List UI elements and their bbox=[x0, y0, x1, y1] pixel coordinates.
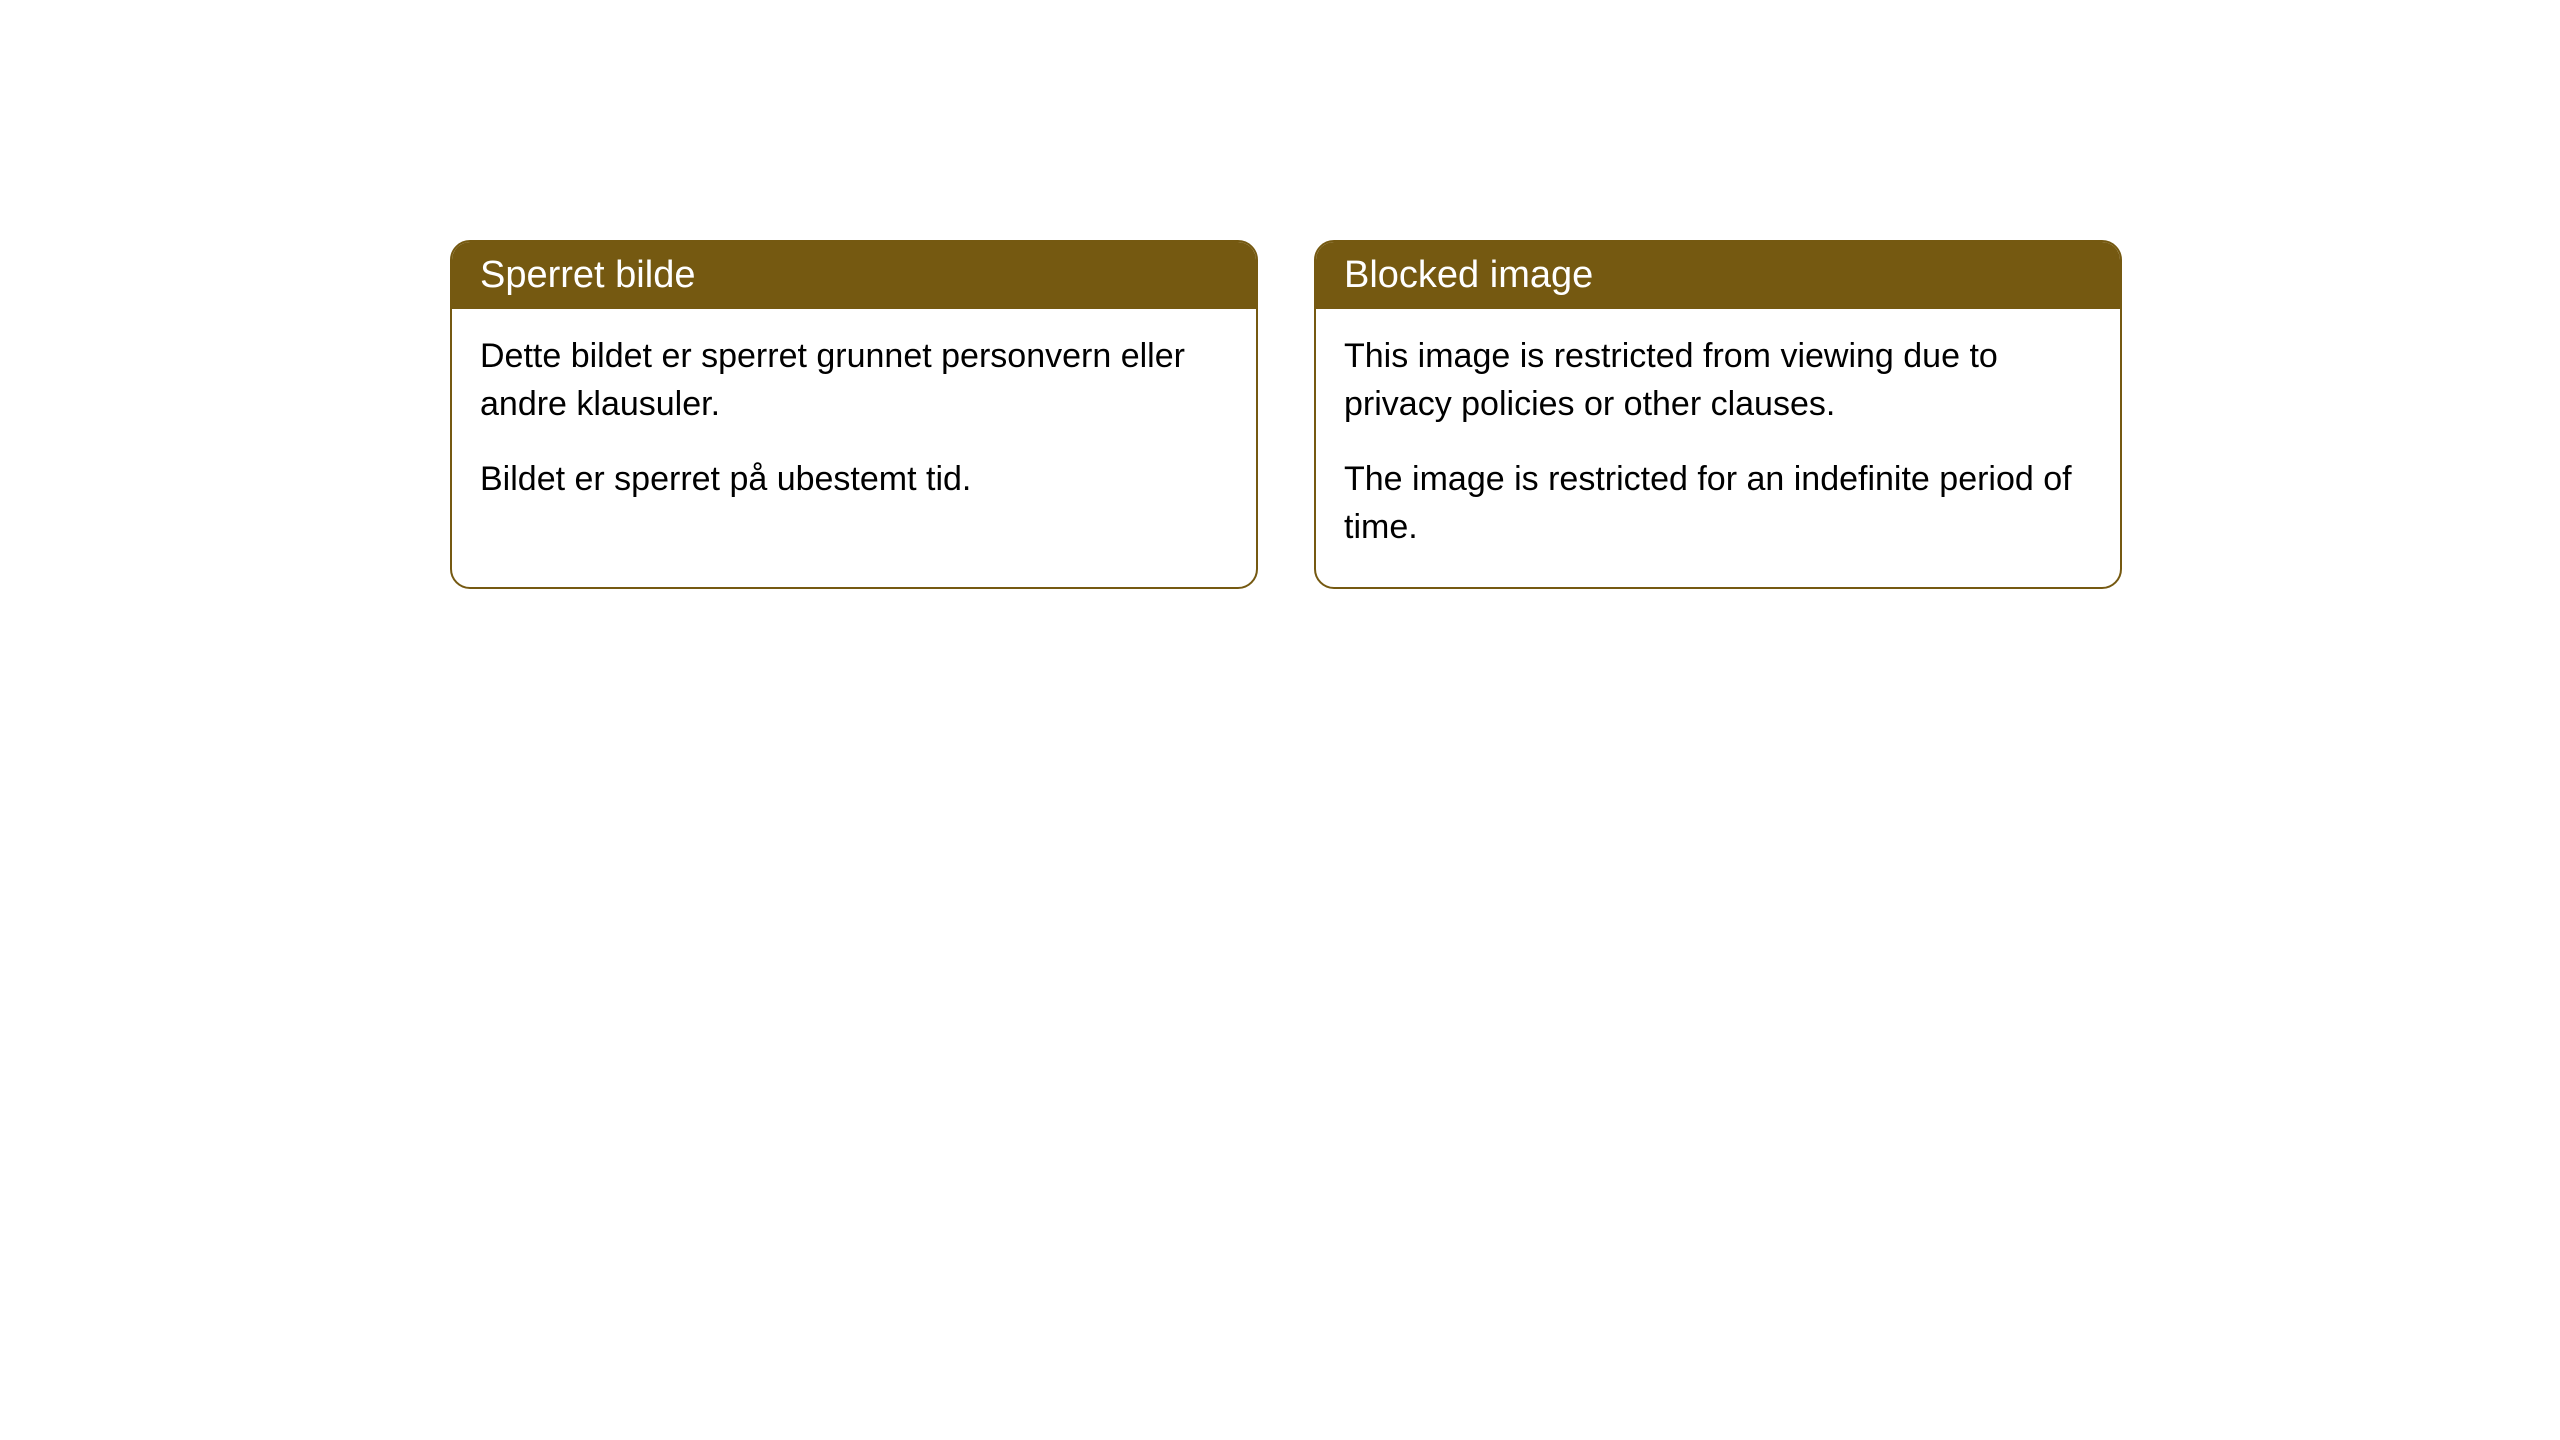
card-body-no: Dette bildet er sperret grunnet personve… bbox=[452, 309, 1256, 540]
card-title-no: Sperret bilde bbox=[480, 254, 695, 296]
card-paragraph-en-1: This image is restricted from viewing du… bbox=[1344, 333, 2092, 428]
blocked-image-card-en: Blocked image This image is restricted f… bbox=[1314, 240, 2122, 589]
card-header-en: Blocked image bbox=[1316, 242, 2120, 309]
card-title-en: Blocked image bbox=[1344, 254, 1593, 296]
card-header-no: Sperret bilde bbox=[452, 242, 1256, 309]
notice-container: Sperret bilde Dette bildet er sperret gr… bbox=[450, 240, 2122, 589]
card-body-en: This image is restricted from viewing du… bbox=[1316, 309, 2120, 587]
card-paragraph-no-2: Bildet er sperret på ubestemt tid. bbox=[480, 456, 1228, 504]
card-paragraph-en-2: The image is restricted for an indefinit… bbox=[1344, 456, 2092, 551]
card-paragraph-no-1: Dette bildet er sperret grunnet personve… bbox=[480, 333, 1228, 428]
blocked-image-card-no: Sperret bilde Dette bildet er sperret gr… bbox=[450, 240, 1258, 589]
